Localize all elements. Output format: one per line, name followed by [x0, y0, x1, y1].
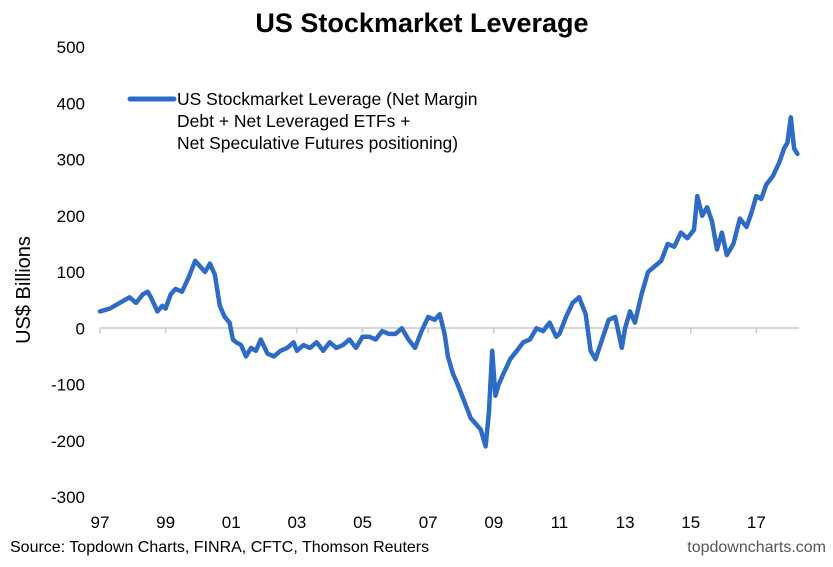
- y-tick-label: 300: [57, 151, 85, 170]
- y-tick-label: 100: [57, 263, 85, 282]
- y-tick-label: -100: [51, 376, 85, 395]
- y-tick-label: 0: [76, 319, 85, 338]
- y-axis-ticks: 500 400 300 200 100 0 -100 -200 -300: [51, 38, 85, 507]
- x-tick-label: 11: [551, 513, 569, 532]
- series-line: [97, 115, 800, 449]
- y-tick-label: 400: [57, 94, 85, 113]
- x-tick-label: 09: [484, 513, 503, 532]
- y-axis-label: US$ Billions: [13, 236, 35, 344]
- x-tick-label: 05: [353, 513, 372, 532]
- chart-title: US Stockmarket Leverage: [255, 8, 588, 38]
- legend-label-line-3: Net Speculative Futures positioning): [177, 133, 458, 153]
- x-axis-ticks: 97 99 01 03 05 07 09 11 13 15 17: [91, 513, 766, 532]
- x-tick-label: 01: [222, 513, 241, 532]
- legend-label-line-2: Debt + Net Leveraged ETFs +: [177, 111, 410, 131]
- legend-label: US Stockmarket Leverage (Net Margin Debt…: [177, 89, 482, 153]
- y-tick-label: -300: [51, 488, 85, 507]
- y-tick-label: -200: [51, 432, 85, 451]
- x-tick-label: 99: [156, 513, 175, 532]
- series-layer: [97, 115, 800, 449]
- x-tick-label: 13: [616, 513, 635, 532]
- legend: US Stockmarket Leverage (Net Margin Debt…: [127, 89, 482, 153]
- watermark: topdowncharts.com: [687, 539, 826, 556]
- x-tick-label: 97: [91, 513, 110, 532]
- source-note: Source: Topdown Charts, FINRA, CFTC, Tho…: [10, 539, 429, 556]
- x-tick-label: 17: [747, 513, 766, 532]
- x-tick-label: 07: [419, 513, 438, 532]
- y-tick-label: 200: [57, 207, 85, 226]
- legend-label-line-1: US Stockmarket Leverage (Net Margin: [177, 89, 478, 109]
- x-tick-label: 15: [681, 513, 700, 532]
- x-tick-marks: [99, 328, 758, 334]
- y-tick-label: 500: [57, 38, 85, 57]
- x-tick-label: 03: [287, 513, 306, 532]
